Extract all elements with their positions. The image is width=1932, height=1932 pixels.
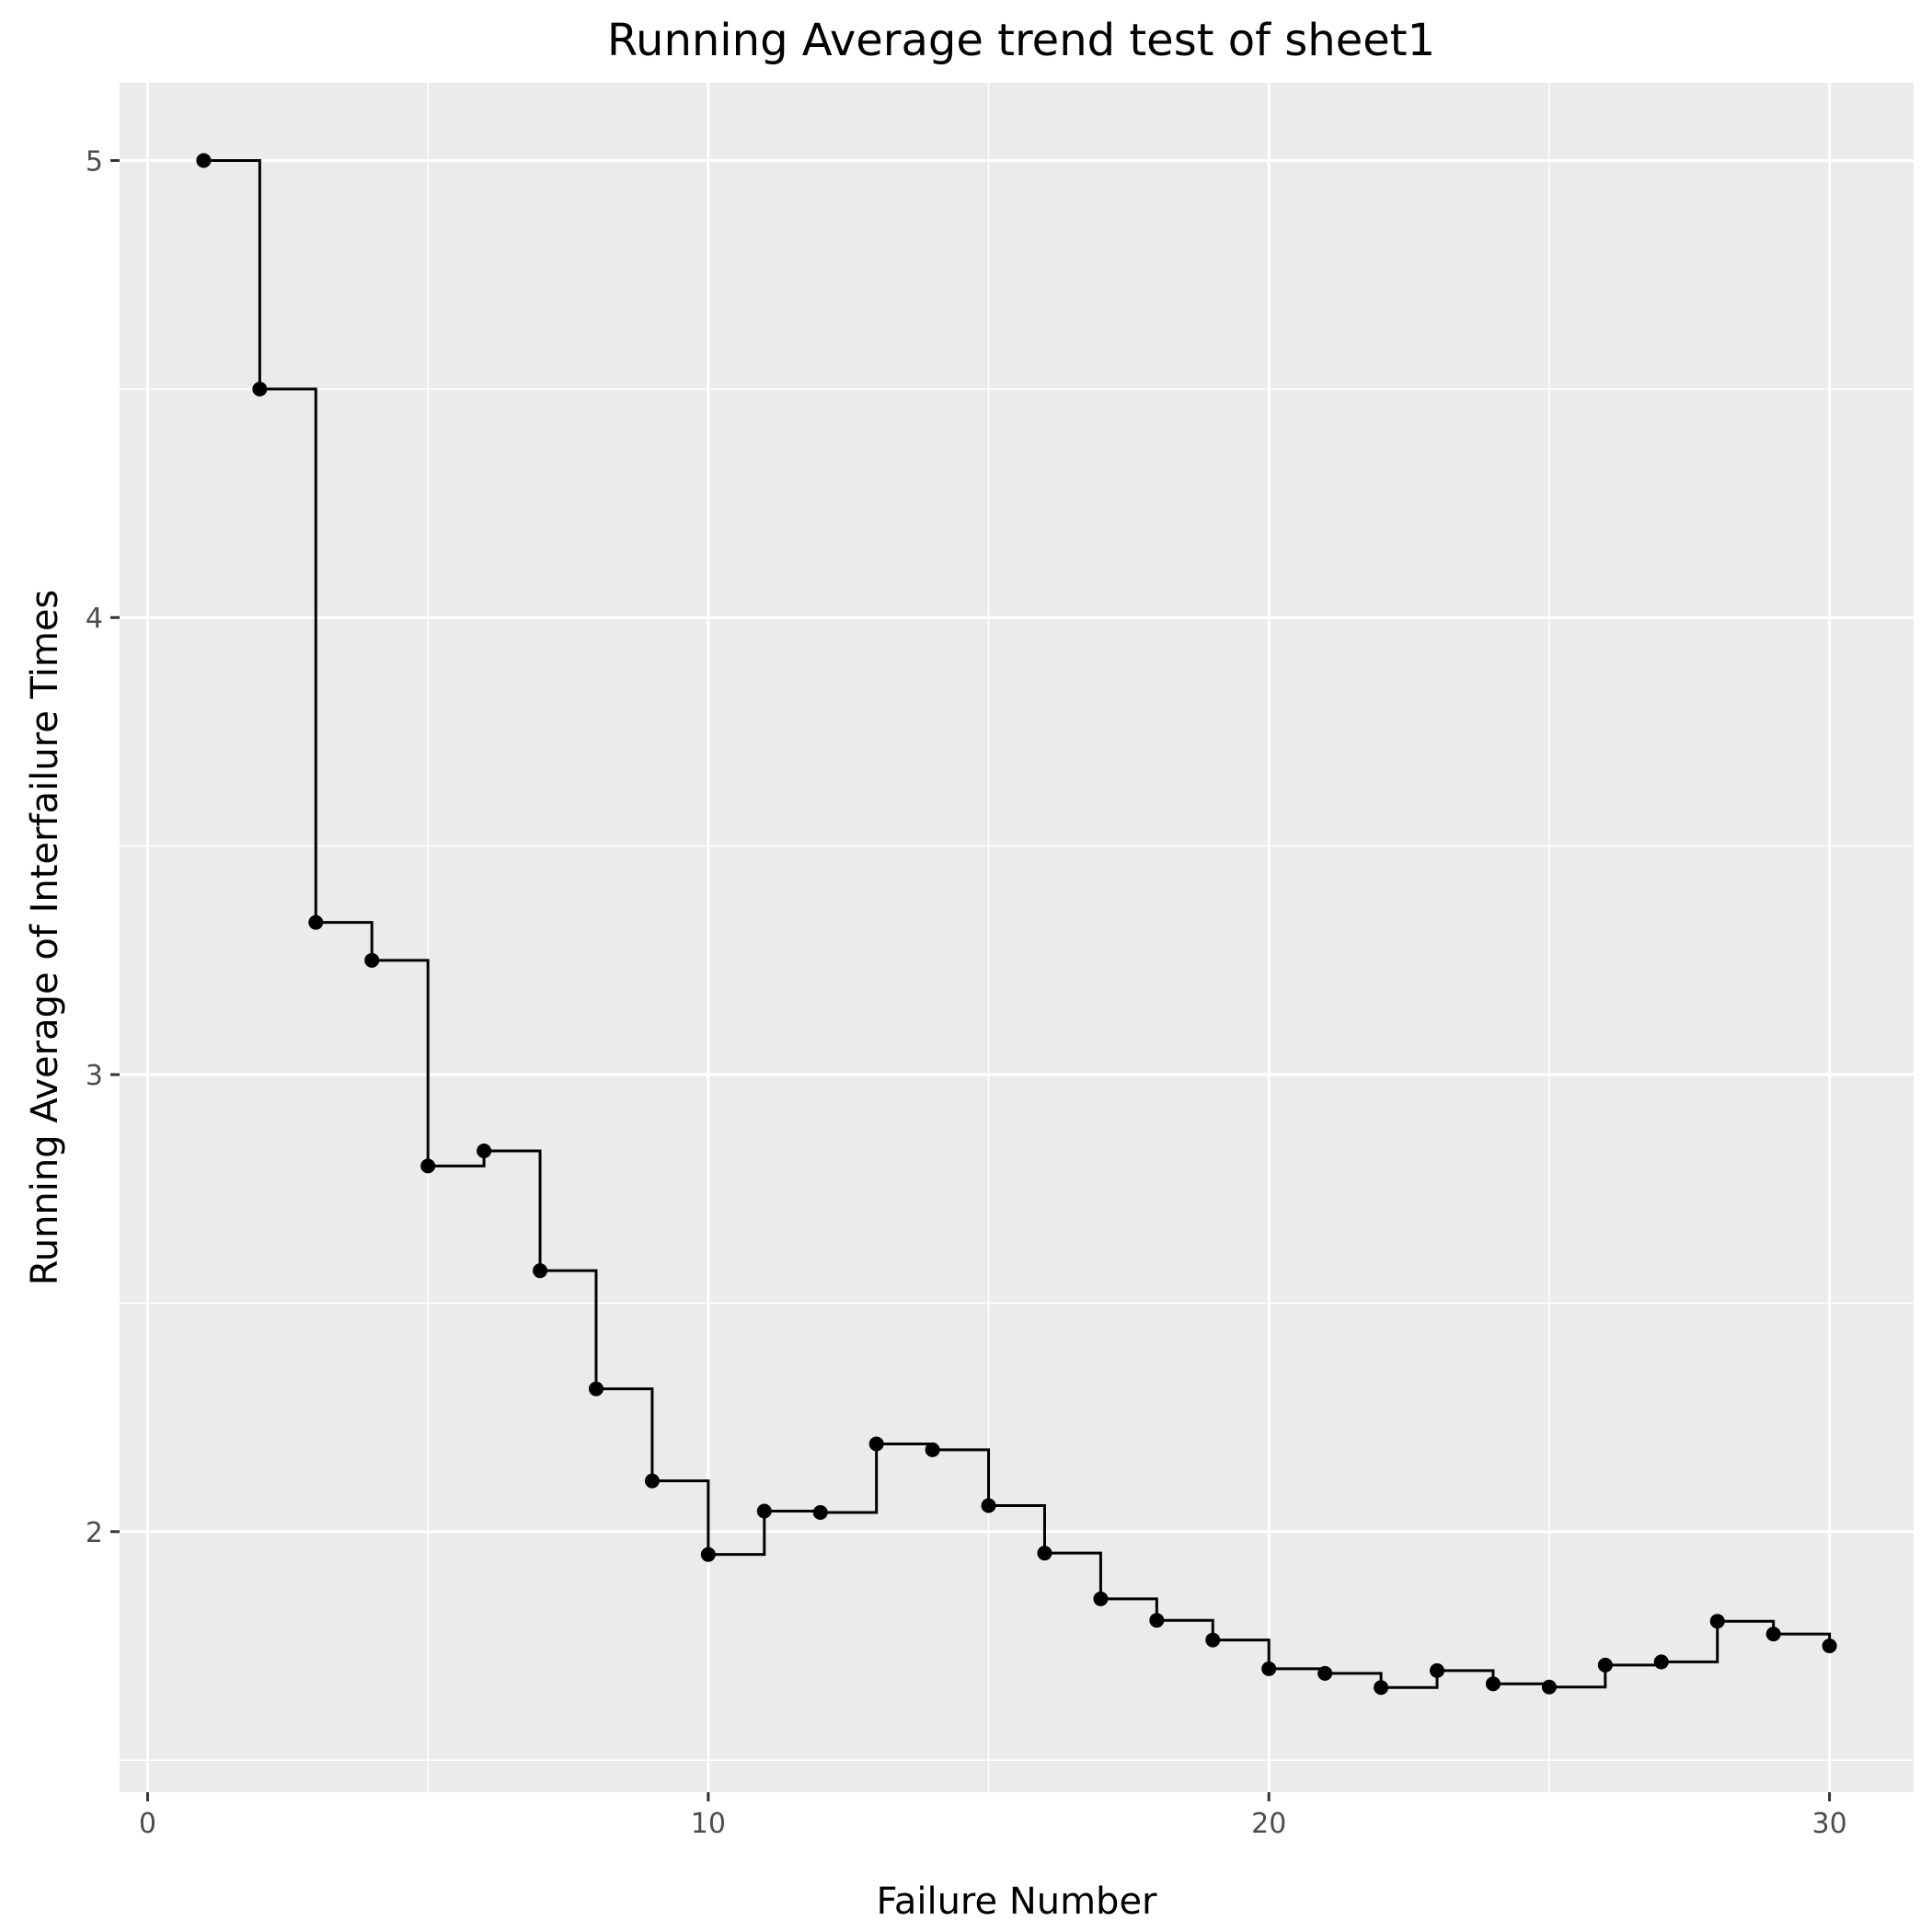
data-point [700, 1547, 716, 1562]
data-point [1317, 1665, 1333, 1681]
data-point [1037, 1546, 1052, 1561]
data-point [925, 1442, 940, 1457]
data-point [196, 153, 212, 168]
data-point [477, 1144, 492, 1159]
y-tick-label: 5 [86, 145, 103, 178]
data-point [588, 1381, 604, 1397]
data-point [1430, 1662, 1445, 1678]
data-point [1765, 1627, 1781, 1642]
x-tick-label: 10 [691, 1808, 726, 1840]
data-point [420, 1158, 436, 1174]
plot-panel [120, 83, 1914, 1792]
data-point [1541, 1679, 1557, 1695]
major-gridlines [120, 83, 1914, 1792]
data-point [533, 1263, 548, 1279]
data-point [1374, 1680, 1389, 1696]
data-points-layer [196, 153, 1837, 1696]
y-tick-label: 2 [86, 1517, 103, 1549]
x-axis: 0 10 20 30 [139, 1792, 1847, 1840]
x-tick-label: 20 [1251, 1808, 1286, 1840]
y-tick-label: 4 [86, 603, 103, 635]
x-tick-label: 30 [1812, 1808, 1847, 1840]
data-point [308, 914, 324, 930]
data-point [812, 1504, 828, 1520]
y-tick-label: 3 [86, 1060, 103, 1092]
data-point [1149, 1613, 1165, 1628]
data-point [1597, 1657, 1613, 1673]
data-point [252, 381, 268, 397]
data-point [981, 1498, 996, 1513]
data-point [1093, 1591, 1109, 1606]
data-point [1485, 1676, 1501, 1692]
data-point [364, 952, 380, 968]
data-point [1653, 1654, 1669, 1670]
y-axis-title: Running Average of Interfailure Times [24, 590, 66, 1286]
chart-title: Running Average trend test of sheet1 [607, 15, 1435, 66]
data-point [756, 1503, 772, 1519]
minor-gridlines [120, 83, 1914, 1792]
data-point [868, 1436, 884, 1452]
data-point [1709, 1614, 1725, 1629]
data-point [1205, 1632, 1221, 1648]
x-axis-title: Failure Number [877, 1880, 1158, 1923]
y-axis: 2 3 4 5 [86, 145, 120, 1549]
x-tick-label: 0 [139, 1808, 156, 1840]
data-point [644, 1473, 660, 1489]
data-point [1822, 1639, 1837, 1654]
data-point [1261, 1661, 1277, 1676]
